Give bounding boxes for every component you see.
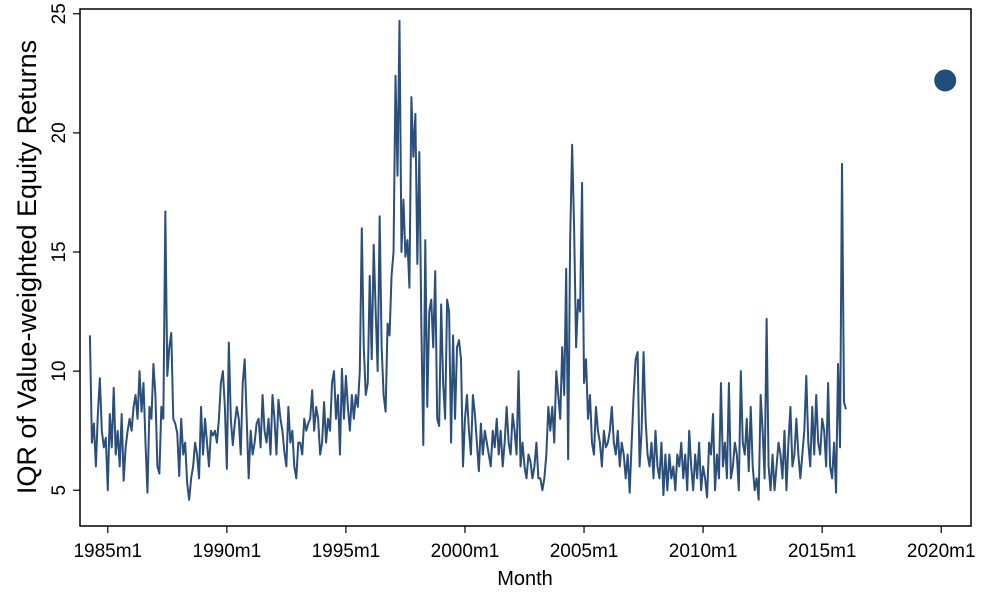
series-line — [88, 19, 847, 501]
y-tick-label: 25 — [49, 3, 70, 24]
x-tick-label: 2010m1 — [669, 541, 738, 562]
x-tick-label: 2015m1 — [788, 541, 857, 562]
x-tick-label: 1990m1 — [193, 541, 262, 562]
y-tick-label: 20 — [49, 122, 70, 143]
y-tick-label: 10 — [49, 361, 70, 382]
x-tick-label: 1995m1 — [312, 541, 381, 562]
x-axis: 1985m1 1990m1 1995m1 2000m1 2005m1 2010m1 2015… — [73, 526, 976, 562]
y-tick-label: 15 — [49, 241, 70, 262]
y-axis: 5 10 15 20 25 — [49, 3, 80, 496]
x-tick-label: 2005m1 — [550, 541, 619, 562]
plot-frame — [79, 8, 972, 527]
y-axis-title: IQR of Value-weighted Equity Returns — [12, 40, 42, 494]
y-tick-label: 5 — [49, 485, 70, 496]
highlight-point — [934, 69, 957, 92]
x-tick-label: 2000m1 — [431, 541, 500, 562]
x-axis-title: Month — [497, 568, 553, 590]
x-tick-label: 1985m1 — [73, 541, 142, 562]
x-tick-label: 2020m1 — [907, 541, 976, 562]
